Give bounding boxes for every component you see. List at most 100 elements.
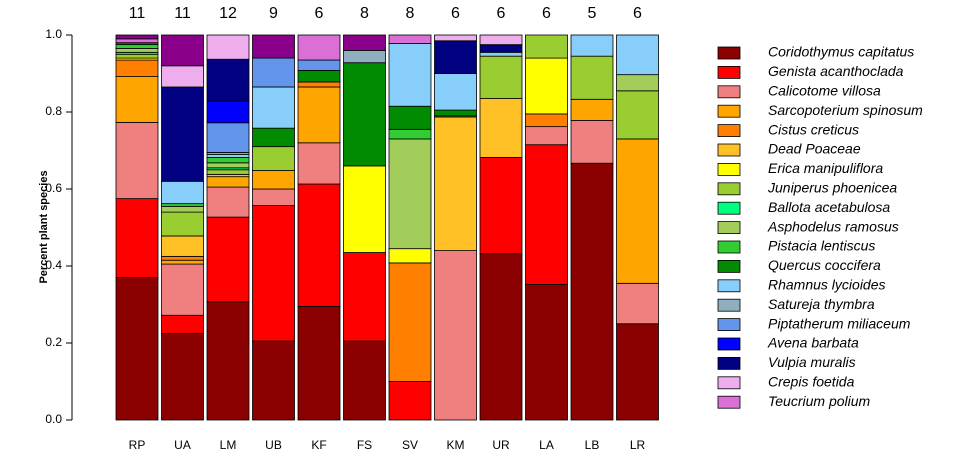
bar-count-label: 6 [497, 5, 506, 22]
legend-label: Crepis foetida [768, 374, 855, 390]
legend-swatch [717, 201, 741, 215]
bar-segment [525, 144, 568, 285]
bar-segment [297, 183, 341, 307]
bar-segment [161, 235, 204, 257]
bar-segment [161, 314, 204, 334]
legend-swatch [717, 259, 741, 273]
bar-count-label: 6 [633, 5, 642, 22]
bar-segment [570, 162, 614, 421]
bar-count-label: 11 [174, 5, 191, 22]
bar-segment [161, 332, 204, 421]
bar-segment [252, 146, 295, 171]
bar-segment [115, 198, 159, 278]
y-axis-label: Percent plant species [38, 170, 50, 283]
bar-segment [388, 262, 432, 382]
legend-swatch [717, 182, 741, 196]
bar-segment [434, 34, 477, 42]
bar-segment [115, 38, 159, 44]
bar-segment [616, 282, 659, 325]
x-tick-label: RP [129, 438, 146, 452]
bar-segment [206, 157, 250, 164]
bar-segment [343, 62, 386, 167]
legend-swatch [717, 318, 741, 332]
bar-segment [570, 98, 614, 121]
bar-segment [252, 170, 295, 190]
bar-segment [525, 34, 568, 59]
bar-segment [206, 162, 250, 169]
bar-segment [616, 90, 659, 140]
bar-segment [525, 113, 568, 128]
x-tick-label: SV [402, 438, 418, 452]
bar-segment [479, 44, 523, 53]
bar-segment [479, 51, 523, 57]
bar-segment [206, 58, 250, 102]
x-tick-label: LA [539, 438, 554, 452]
bar-segment [161, 86, 204, 182]
bar-segment [206, 169, 250, 175]
bar-segment [206, 34, 250, 60]
bar-segment [206, 122, 250, 153]
bar-segment [388, 381, 432, 421]
bar-segment [252, 34, 295, 59]
legend-swatch [717, 124, 741, 137]
x-tick-label: KM [447, 438, 465, 452]
bar-segment [388, 105, 432, 130]
bar-segment [252, 188, 295, 206]
x-tick-label: LR [630, 438, 646, 452]
legend-label: Cistus creticus [768, 121, 859, 137]
bar-segment [252, 86, 295, 129]
bar-segment [525, 126, 568, 146]
legend-label: Asphodelus ramosus [767, 218, 899, 234]
bar-segment [161, 259, 204, 265]
bar-segment [343, 165, 386, 253]
bar-segment [616, 74, 659, 92]
bar-segment [388, 34, 432, 44]
bar-count-label: 11 [129, 5, 146, 22]
legend-label: Coridothymus capitatus [768, 44, 914, 60]
bar-segment [206, 216, 250, 303]
legend-swatch [717, 66, 741, 79]
bar-segment [115, 59, 159, 77]
legend-swatch [717, 298, 741, 312]
bar-segment [479, 98, 523, 158]
bar-segment [161, 205, 204, 213]
bar-segment [297, 59, 341, 71]
legend-label: Piptatherum miliaceum [768, 315, 911, 331]
legend-label: Avena barbata [767, 335, 859, 351]
bar-count-label: 5 [588, 5, 597, 22]
bar-segment [343, 252, 386, 342]
bar-count-label: 8 [406, 5, 415, 22]
bar-segment [115, 76, 159, 123]
legend-label: Genista acanthoclada [768, 63, 904, 79]
legend-swatch [717, 143, 741, 157]
legend-label: Teucrium polium [768, 393, 871, 409]
y-tick-label: 0.2 [45, 335, 62, 349]
bar-segment [297, 306, 341, 421]
bar-segment [115, 44, 159, 49]
legend-label: Satureja thymbra [768, 296, 875, 312]
bar-segment [297, 81, 341, 88]
bar-segment [115, 34, 159, 40]
bar-segment [388, 43, 432, 107]
legend-swatch [717, 162, 741, 176]
bar-segment [206, 186, 250, 218]
legend-label: Calicotome villosa [768, 83, 881, 99]
bar-segment [434, 250, 477, 421]
bar-segment [206, 301, 250, 421]
legend-swatch [717, 46, 741, 60]
legend-swatch [717, 240, 741, 254]
bar-segment [434, 40, 477, 74]
bar-segment [343, 34, 386, 51]
bar-segment [388, 248, 432, 264]
bar-segment [570, 34, 614, 57]
legend-label: Ballota acetabulosa [768, 199, 890, 215]
bar-segment [616, 323, 659, 421]
bar-segment [388, 128, 432, 140]
legend-swatch [717, 85, 741, 99]
bar-segment [161, 263, 204, 316]
bar-segment [206, 100, 250, 124]
legend-label: Erica manipuliflora [768, 160, 883, 176]
bar-count-label: 6 [542, 5, 551, 22]
bar-segment [388, 138, 432, 250]
